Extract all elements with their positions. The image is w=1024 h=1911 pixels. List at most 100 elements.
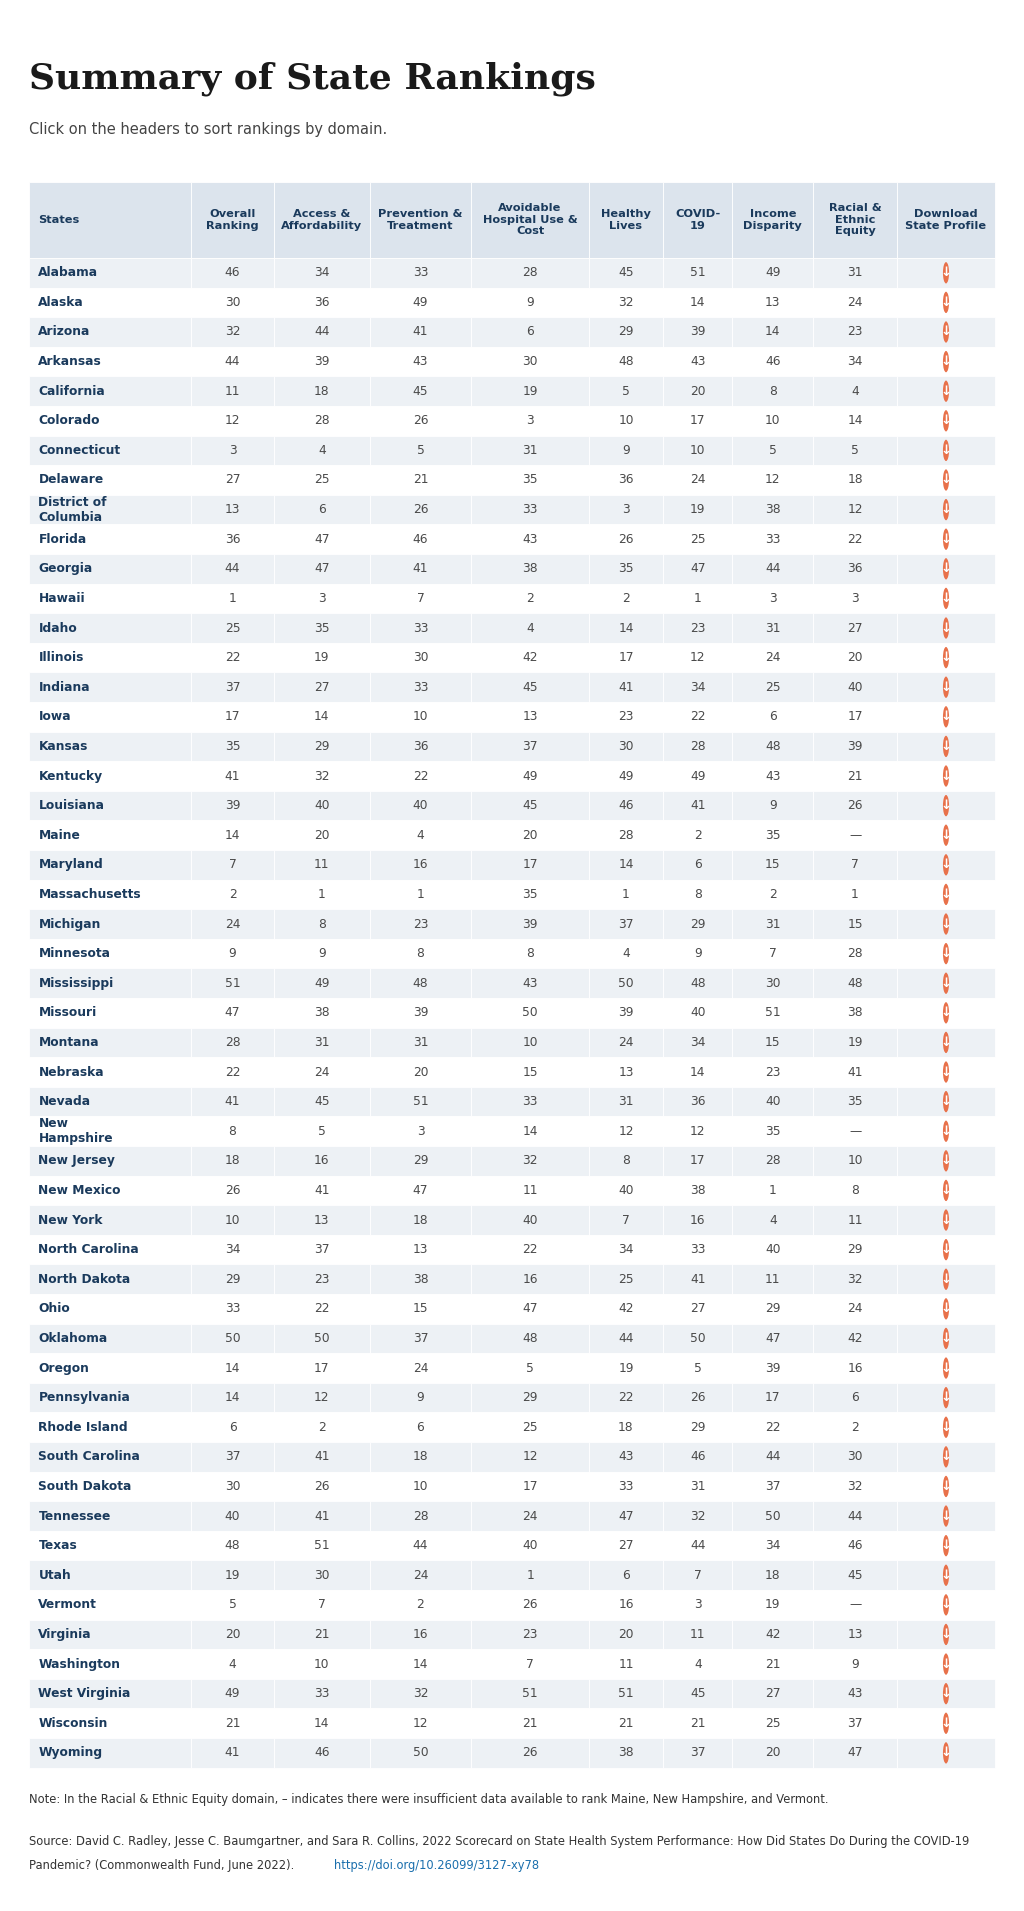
Text: States: States	[39, 214, 80, 225]
Bar	[29, 673, 190, 701]
Bar	[370, 1443, 471, 1471]
Bar	[274, 1649, 370, 1680]
Text: Wisconsin: Wisconsin	[39, 1716, 108, 1729]
Text: 21: 21	[522, 1716, 538, 1729]
Text: 23: 23	[522, 1628, 538, 1642]
Text: 41: 41	[847, 1066, 863, 1078]
Text: 51: 51	[690, 266, 706, 279]
Bar	[370, 642, 471, 673]
Bar	[897, 1649, 995, 1680]
Ellipse shape	[943, 736, 949, 757]
Text: 25: 25	[765, 680, 780, 694]
Text: 20: 20	[413, 1066, 428, 1078]
Text: ↓: ↓	[940, 503, 951, 516]
Bar	[190, 1116, 274, 1147]
Bar	[190, 436, 274, 464]
Text: ↓: ↓	[940, 621, 951, 634]
Text: Montana: Montana	[39, 1036, 99, 1049]
Ellipse shape	[943, 589, 949, 610]
Bar	[471, 1590, 589, 1621]
Bar	[29, 1265, 190, 1294]
Bar	[471, 850, 589, 879]
Text: 20: 20	[618, 1628, 634, 1642]
Bar	[813, 1087, 897, 1116]
Bar	[29, 850, 190, 879]
Text: 23: 23	[690, 621, 706, 634]
Bar	[190, 1087, 274, 1116]
Text: ↓: ↓	[940, 1332, 951, 1345]
Ellipse shape	[943, 648, 949, 669]
Bar	[29, 642, 190, 673]
Text: 30: 30	[618, 740, 634, 753]
Text: 41: 41	[314, 1510, 330, 1523]
Bar	[589, 761, 664, 791]
Text: 4: 4	[694, 1657, 701, 1670]
Text: 21: 21	[225, 1716, 241, 1729]
Text: 19: 19	[847, 1036, 863, 1049]
Bar	[370, 1175, 471, 1206]
Bar	[370, 405, 471, 436]
Text: 23: 23	[413, 917, 428, 931]
Text: 21: 21	[690, 1716, 706, 1729]
Bar	[274, 850, 370, 879]
Bar	[274, 1324, 370, 1353]
Bar	[664, 524, 732, 554]
Bar	[732, 1294, 813, 1324]
Bar	[471, 405, 589, 436]
Text: 35: 35	[618, 562, 634, 575]
Text: 36: 36	[413, 740, 428, 753]
Text: 46: 46	[847, 1538, 863, 1552]
Text: 10: 10	[225, 1213, 241, 1227]
Text: 2: 2	[228, 889, 237, 900]
Text: 41: 41	[690, 799, 706, 812]
Text: 11: 11	[847, 1213, 863, 1227]
Text: ↓: ↓	[940, 1185, 951, 1196]
Text: 50: 50	[618, 977, 634, 990]
Text: 43: 43	[413, 355, 428, 369]
Text: 30: 30	[225, 296, 241, 310]
Bar	[29, 732, 190, 761]
Bar	[29, 701, 190, 732]
Bar	[732, 317, 813, 346]
Text: Oregon: Oregon	[39, 1361, 89, 1374]
Bar	[732, 761, 813, 791]
Text: 21: 21	[847, 770, 863, 782]
Bar	[29, 910, 190, 938]
Bar	[813, 1590, 897, 1621]
Bar	[29, 1412, 190, 1443]
Text: 48: 48	[690, 977, 706, 990]
Text: 44: 44	[225, 355, 241, 369]
Text: 38: 38	[413, 1273, 428, 1286]
Text: Download
State Profile: Download State Profile	[905, 208, 986, 231]
Text: 30: 30	[847, 1450, 863, 1464]
Bar	[589, 820, 664, 850]
Text: 12: 12	[225, 415, 241, 428]
Text: 32: 32	[847, 1479, 863, 1492]
Text: ↓: ↓	[940, 1598, 951, 1611]
Bar	[664, 1147, 732, 1175]
Text: 23: 23	[765, 1066, 780, 1078]
Text: 9: 9	[694, 948, 701, 959]
Bar	[664, 1471, 732, 1502]
Bar	[471, 732, 589, 761]
Text: 50: 50	[765, 1510, 780, 1523]
Bar	[897, 1384, 995, 1412]
Ellipse shape	[943, 795, 949, 816]
Bar	[370, 1235, 471, 1265]
Bar	[370, 998, 471, 1028]
Bar	[813, 1147, 897, 1175]
Text: ↓: ↓	[940, 474, 951, 487]
Bar	[589, 1649, 664, 1680]
Bar	[664, 850, 732, 879]
Bar	[370, 1353, 471, 1384]
Bar	[664, 1590, 732, 1621]
Text: Kentucky: Kentucky	[39, 770, 102, 782]
Text: 38: 38	[765, 503, 780, 516]
Bar	[29, 1028, 190, 1057]
Ellipse shape	[943, 1535, 949, 1556]
Ellipse shape	[943, 854, 949, 875]
Bar	[274, 1739, 370, 1768]
Bar	[274, 464, 370, 495]
Text: 9: 9	[851, 1657, 859, 1670]
Bar	[813, 1294, 897, 1324]
